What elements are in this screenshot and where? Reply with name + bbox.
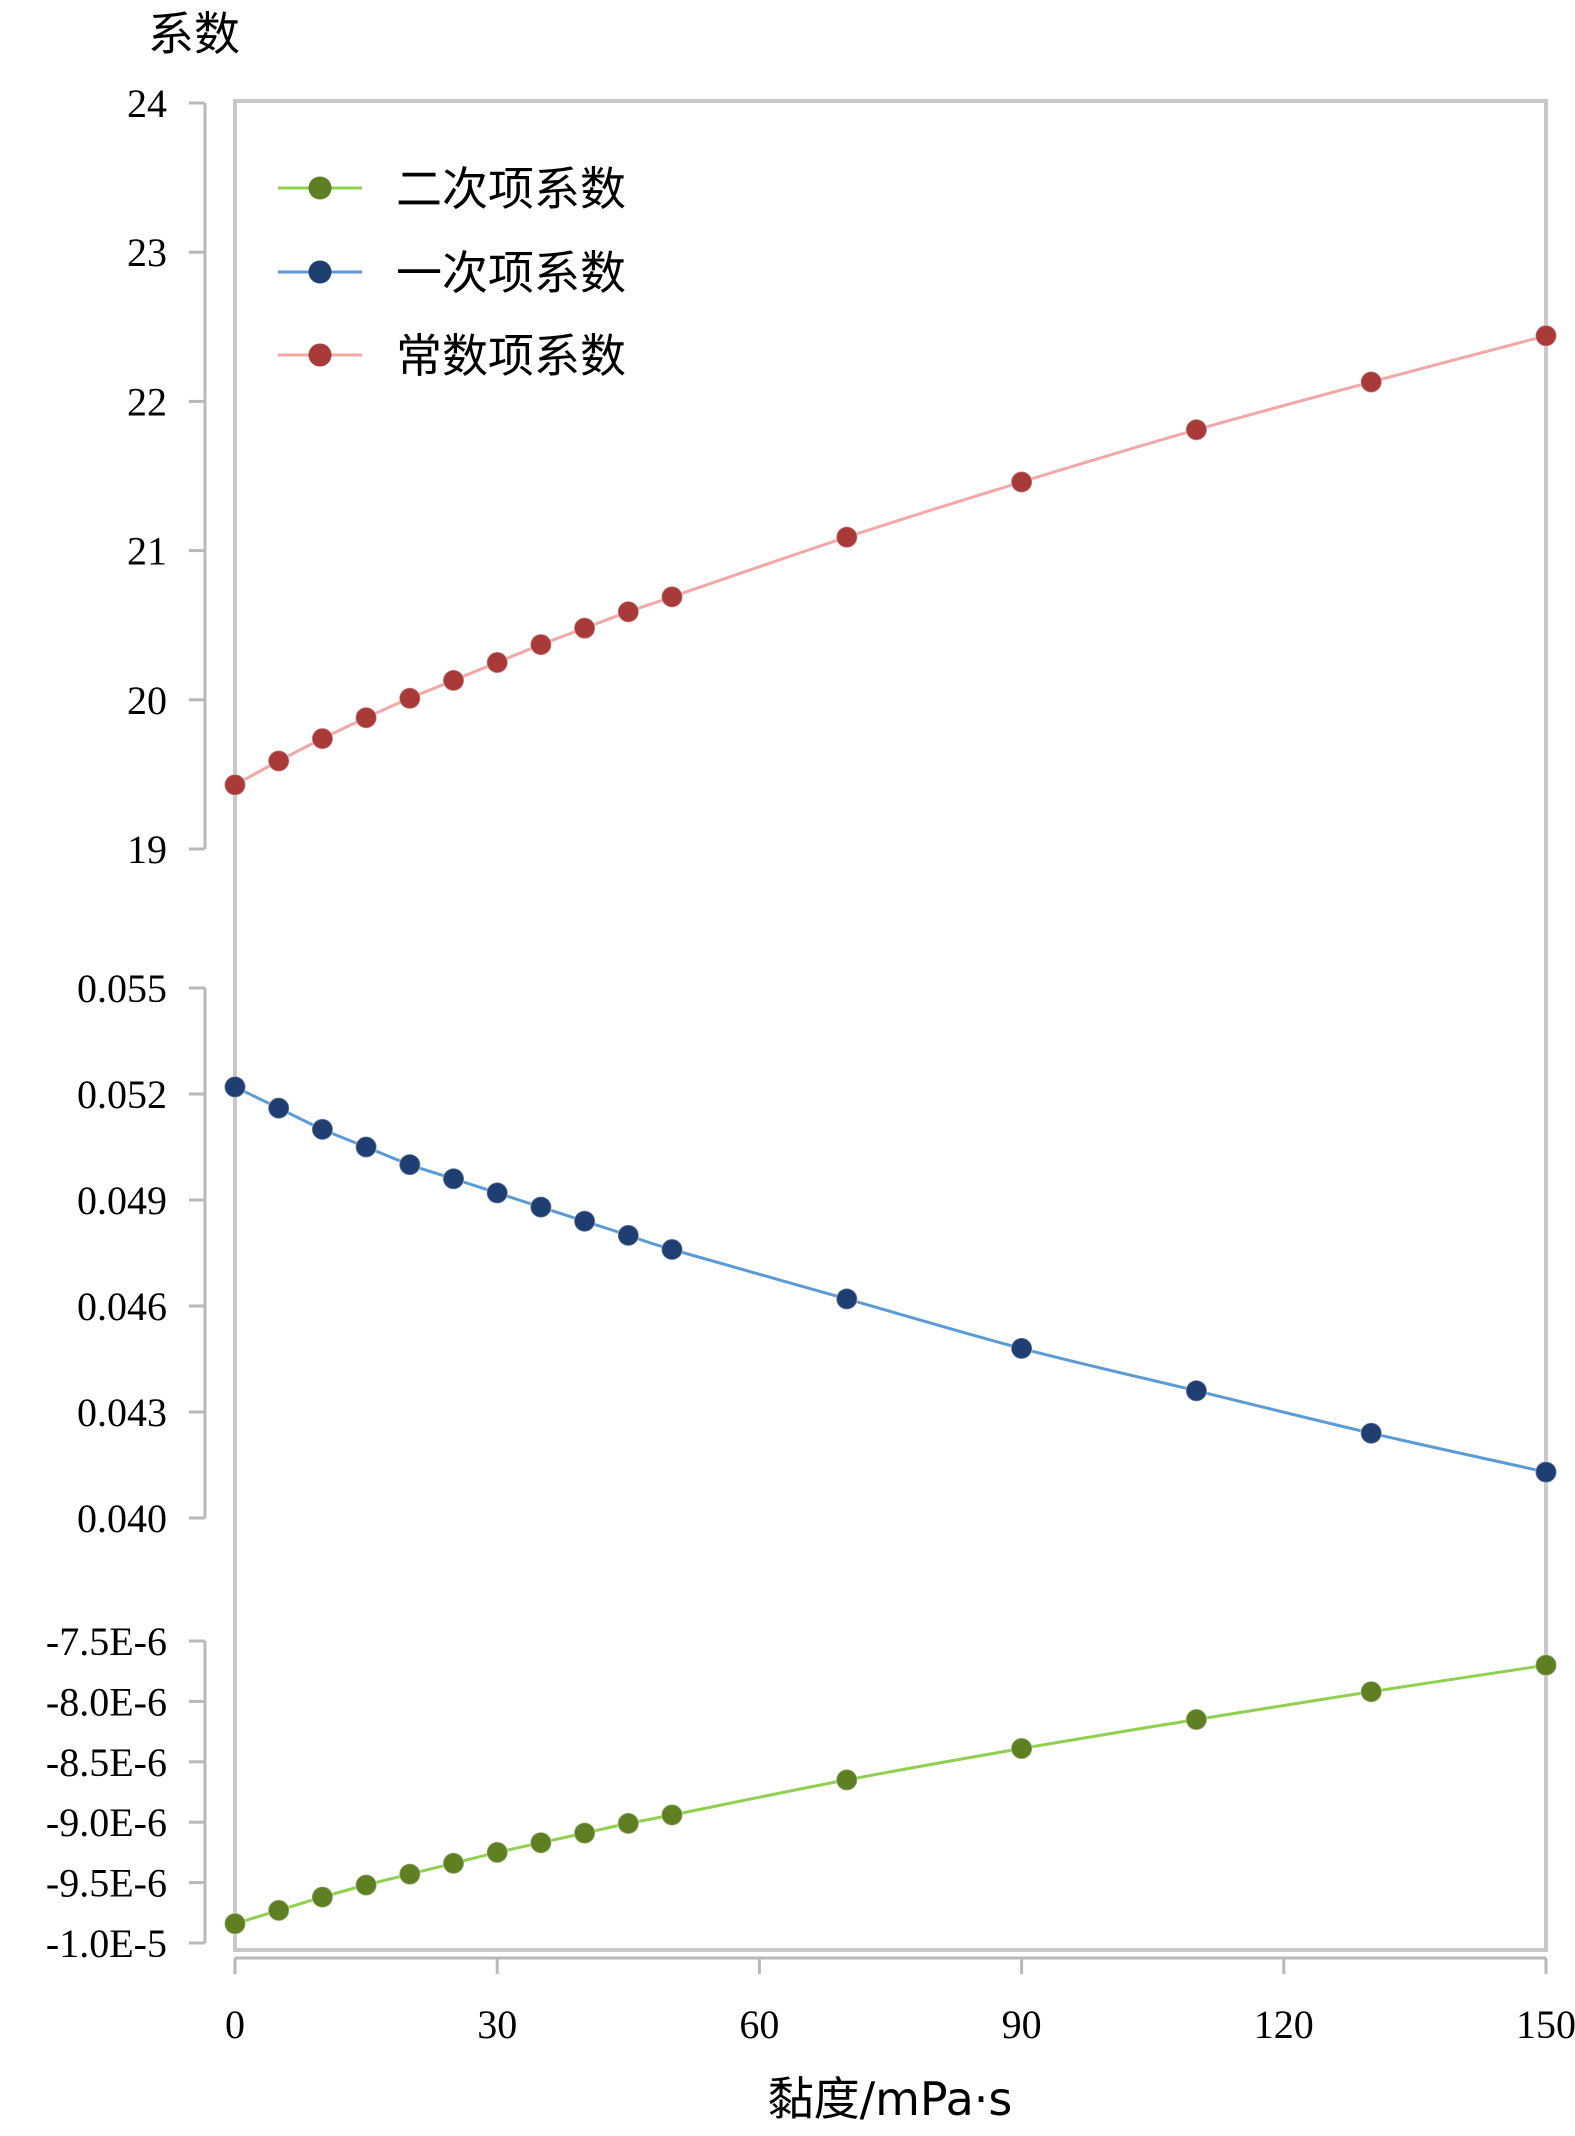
data-point <box>573 616 596 640</box>
y-tick-label: -8.0E-6 <box>46 1679 167 1724</box>
legend-marker <box>308 343 332 367</box>
data-point <box>223 1075 247 1099</box>
data-point <box>529 633 553 656</box>
y-axis-title: 系数 <box>148 7 240 61</box>
x-tick-label: 0 <box>225 2002 245 2047</box>
y-tick-label: 0.049 <box>77 1178 167 1223</box>
y-tick-label: 21 <box>127 529 167 574</box>
x-tick-label: 150 <box>1516 2002 1575 2047</box>
data-point <box>223 773 247 797</box>
series-line <box>234 1663 1547 1926</box>
y-tick-label: 20 <box>127 678 167 723</box>
data-point <box>311 727 334 750</box>
data-point <box>267 1096 290 1120</box>
x-axis-title: 黏度/mPa·s <box>768 2072 1013 2126</box>
data-point <box>835 1768 859 1792</box>
data-point <box>1359 1680 1383 1703</box>
series-line <box>234 334 1547 787</box>
data-point <box>1534 1653 1558 1677</box>
data-point <box>267 749 290 773</box>
series-line <box>234 1085 1547 1474</box>
data-point <box>267 1899 290 1922</box>
y-tick-label: 22 <box>127 379 167 424</box>
data-point <box>311 1885 334 1909</box>
data-point <box>442 669 465 692</box>
legend-marker <box>308 176 332 200</box>
data-point <box>398 1862 422 1886</box>
data-point <box>835 525 859 549</box>
y-tick-label: -1.0E-5 <box>46 1921 167 1966</box>
data-point <box>311 1118 334 1141</box>
data-point <box>1010 1337 1033 1360</box>
data-point <box>223 1912 247 1935</box>
legend-marker <box>308 260 332 284</box>
series-layer <box>223 324 1558 1935</box>
data-point <box>485 1841 509 1864</box>
data-point <box>1534 324 1558 348</box>
data-point <box>617 1812 640 1835</box>
x-tick-label: 60 <box>739 2002 779 2047</box>
axes-layer: 24 23 22 21 20 19 0.055 0.052 0.049 0.046 0.043 0.0… <box>46 81 1575 2047</box>
data-point <box>660 1803 684 1827</box>
y-tick-label: -9.5E-6 <box>46 1861 167 1906</box>
y-tick-label: 0.052 <box>77 1072 167 1117</box>
x-tick-label: 90 <box>1002 2002 1042 2047</box>
data-point <box>1359 1421 1383 1445</box>
data-point <box>1185 418 1208 441</box>
data-point <box>1010 470 1033 494</box>
y-tick-label: 0.055 <box>77 966 167 1011</box>
data-point <box>485 1181 509 1205</box>
x-tick-label: 120 <box>1254 2002 1314 2047</box>
data-point <box>573 1821 596 1845</box>
data-point <box>442 1852 465 1875</box>
y-tick-label: 0.043 <box>77 1390 167 1435</box>
data-point <box>398 1153 422 1176</box>
y-tick-label: 24 <box>127 81 167 126</box>
y-tick-label: -7.5E-6 <box>46 1619 167 1664</box>
data-point <box>354 1873 378 1897</box>
y-tick-label: 19 <box>127 827 167 872</box>
data-point <box>573 1209 596 1233</box>
data-point <box>835 1287 859 1311</box>
data-point <box>617 600 640 624</box>
data-point <box>398 687 422 710</box>
data-point <box>442 1167 465 1191</box>
data-point <box>529 1195 553 1219</box>
legend-label: 二次项系数 <box>396 162 626 216</box>
data-point <box>354 706 378 729</box>
data-point <box>1010 1737 1033 1760</box>
y-tick-label: 0.040 <box>77 1496 167 1541</box>
data-point <box>485 651 509 674</box>
data-point <box>617 1224 640 1247</box>
data-point <box>660 585 684 609</box>
y-tick-label: -9.0E-6 <box>46 1800 167 1845</box>
x-tick-label: 30 <box>477 2002 517 2047</box>
legend-label: 一次项系数 <box>396 246 626 300</box>
plot-frame <box>233 99 1548 1952</box>
y-tick-label: -8.5E-6 <box>46 1740 167 1785</box>
data-point <box>660 1238 684 1261</box>
data-point <box>1185 1708 1208 1731</box>
data-point <box>354 1135 378 1159</box>
y-tick-label: 23 <box>127 230 167 275</box>
y-tick-label: 0.046 <box>77 1284 167 1329</box>
data-point <box>529 1831 553 1854</box>
legend-label: 常数项系数 <box>396 329 626 383</box>
data-point <box>1359 370 1383 394</box>
data-point <box>1185 1379 1208 1403</box>
data-point <box>1534 1460 1558 1484</box>
